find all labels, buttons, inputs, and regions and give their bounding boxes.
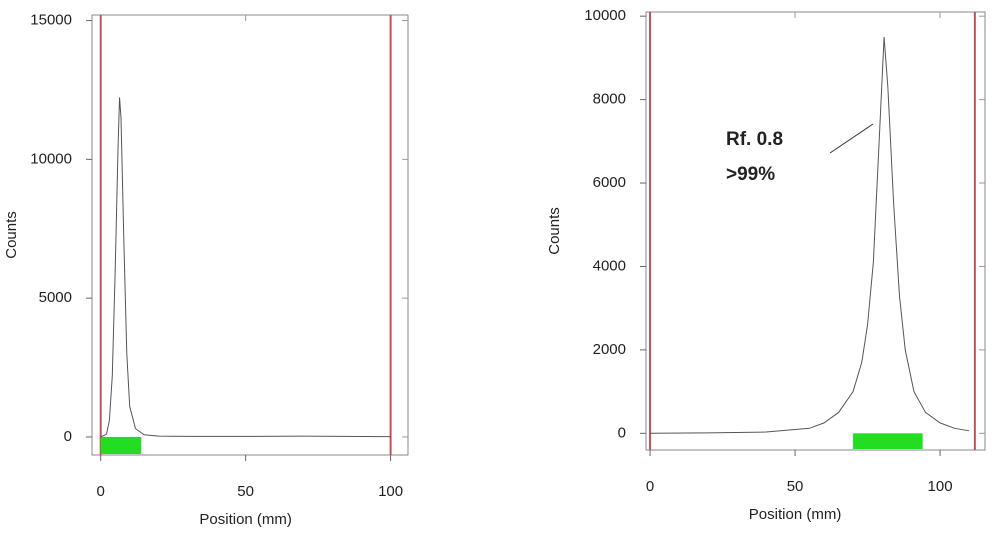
y-tick-label: 0 [618, 424, 626, 441]
data-line [650, 36, 970, 434]
y-axis-label: Counts [546, 207, 563, 255]
y-tick-label: 15000 [30, 12, 72, 29]
x-tick-label: 100 [378, 483, 403, 500]
y-tick-label: 6000 [593, 174, 626, 191]
x-tick-label: 50 [787, 478, 804, 495]
roi-band [100, 436, 142, 454]
x-axis-label: Position (mm) [749, 506, 842, 523]
y-axis-label: Counts [3, 211, 20, 259]
plot-frame [91, 14, 409, 456]
x-axis-label: Position (mm) [199, 511, 292, 528]
annotation: >99% [726, 164, 775, 185]
data-line [100, 97, 391, 438]
y-tick-label: 2000 [593, 341, 626, 358]
y-tick-label: 4000 [593, 257, 626, 274]
x-tick-label: 100 [928, 478, 953, 495]
chart: 0 2000 4000 6000 8000 10000 0 50 100 Position (mm… [546, 7, 986, 523]
y-tick-label: 5000 [39, 289, 72, 306]
annotation-leader [829, 123, 874, 154]
chart: 0 5000 10000 15000 0 50 100 Position (mm) Counts [3, 12, 409, 528]
y-tick-label: 0 [64, 428, 72, 445]
y-tick-label: 8000 [593, 91, 626, 108]
x-tick-label: 50 [237, 483, 254, 500]
y-tick-label: 10000 [584, 7, 626, 24]
x-tick-label: 0 [97, 483, 105, 500]
x-tick-label: 0 [646, 478, 654, 495]
annotation: Rf. 0.8 [726, 129, 783, 150]
plot-frame [645, 11, 986, 451]
y-tick-label: 10000 [30, 150, 72, 167]
roi-band [853, 433, 923, 449]
